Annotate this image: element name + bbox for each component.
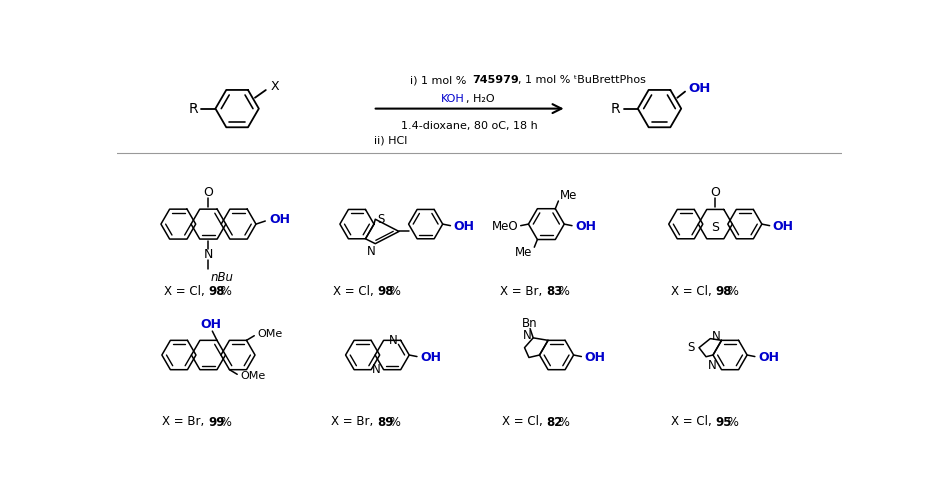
Text: %: % [387,285,402,298]
Text: N: N [388,334,398,347]
Text: MeO: MeO [491,220,519,233]
Text: 1.4-dioxane, 80 oC, 18 h: 1.4-dioxane, 80 oC, 18 h [402,122,538,131]
Text: S: S [687,341,695,354]
Text: X = Br,: X = Br, [501,285,547,298]
Text: R: R [189,102,198,116]
Text: O: O [203,186,213,199]
Text: %: % [724,285,739,298]
Text: S: S [377,213,384,226]
Text: 98: 98 [377,285,394,298]
Text: %: % [555,285,570,298]
Text: 82: 82 [547,415,563,428]
Text: Me: Me [560,189,578,202]
Text: %: % [217,285,232,298]
Text: OH: OH [200,319,221,331]
Text: 95: 95 [715,415,732,428]
Text: N: N [372,363,381,376]
Text: OH: OH [584,351,606,364]
Text: X = Br,: X = Br, [163,415,209,428]
Text: N: N [204,248,213,261]
Text: N: N [708,359,716,372]
Text: %: % [217,415,232,428]
Text: %: % [724,415,739,428]
Text: , 1 mol % ᵗBuBrettPhos: , 1 mol % ᵗBuBrettPhos [518,75,646,85]
Text: OH: OH [773,220,794,233]
Text: X = Cl,: X = Cl, [502,415,547,428]
Text: %: % [555,415,570,428]
Text: X: X [271,81,279,94]
Text: O: O [710,186,720,199]
Text: 98: 98 [715,285,732,298]
Text: nBu: nBu [211,271,234,284]
Text: R: R [611,102,621,116]
Text: 99: 99 [209,415,225,428]
Text: Bn: Bn [522,317,538,330]
Text: ii) HCl: ii) HCl [374,135,408,145]
Text: %: % [387,415,402,428]
Text: X = Br,: X = Br, [331,415,377,428]
Text: Me: Me [516,246,533,259]
Text: 83: 83 [547,285,563,298]
Text: X = Cl,: X = Cl, [333,285,377,298]
Text: X = Cl,: X = Cl, [671,285,715,298]
Text: , H₂O: , H₂O [466,94,494,103]
Text: 89: 89 [377,415,394,428]
Text: OH: OH [758,351,779,364]
Text: X = Cl,: X = Cl, [671,415,715,428]
Text: 745979: 745979 [472,75,519,85]
Text: N: N [712,330,721,343]
Text: i) 1 mol %: i) 1 mol % [410,75,470,85]
Text: OH: OH [270,213,290,226]
Text: KOH: KOH [441,94,464,103]
Text: X = Cl,: X = Cl, [164,285,209,298]
Text: OH: OH [454,220,475,233]
Text: OMe: OMe [257,329,283,339]
Text: N: N [523,329,532,342]
Text: OMe: OMe [241,371,266,381]
Text: OH: OH [688,82,710,95]
Text: S: S [711,221,719,234]
Text: 98: 98 [209,285,225,298]
Text: N: N [367,245,375,258]
Text: OH: OH [420,351,441,364]
Text: OH: OH [575,220,596,233]
